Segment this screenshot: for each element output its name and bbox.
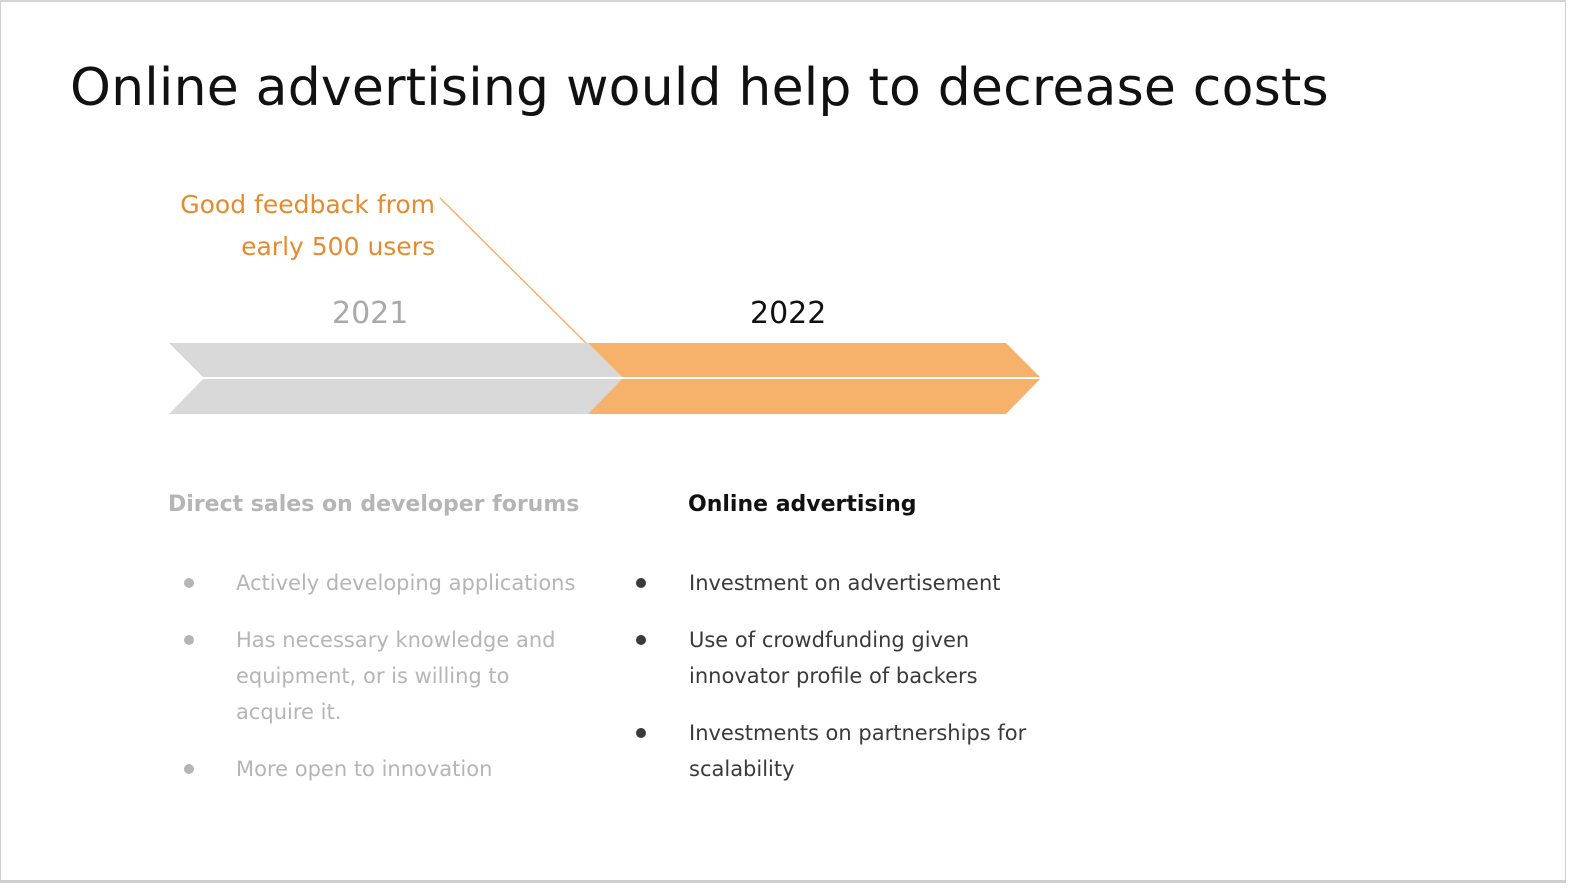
bullet-icon — [184, 764, 194, 774]
bullet-text: Has necessary knowledge and equipment, o… — [236, 628, 556, 724]
bullet-icon — [636, 728, 646, 738]
feedback-callout: Good feedback from early 500 users — [141, 184, 435, 268]
list-item: Actively developing applications — [181, 565, 581, 601]
year-label-2021: 2021 — [332, 296, 409, 331]
timeline-segment-2022 — [588, 343, 1041, 414]
bullet-icon — [636, 578, 646, 588]
slide-title: Online advertising would help to decreas… — [70, 58, 1329, 118]
timeline-segment-2021 — [169, 343, 623, 414]
callout-leader-line — [439, 197, 591, 348]
year-label-2022: 2022 — [750, 296, 827, 331]
list-item: Use of crowdfunding given innovator prof… — [633, 622, 1033, 694]
bullet-icon — [184, 635, 194, 645]
column-heading-direct-sales: Direct sales on developer forums — [168, 492, 580, 517]
bullet-text: Investment on advertisement — [689, 571, 1001, 595]
bullet-text: Actively developing applications — [236, 571, 576, 595]
bullet-text: More open to innovation — [236, 757, 493, 781]
bullet-text: Investments on partnerships for scalabil… — [689, 721, 1027, 781]
callout-line-1: Good feedback from — [180, 190, 435, 219]
callout-line-2: early 500 users — [241, 232, 435, 261]
online-advertising-bullet-list: Investment on advertisement Use of crowd… — [633, 565, 1033, 808]
list-item: Has necessary knowledge and equipment, o… — [181, 622, 581, 730]
list-item: Investments on partnerships for scalabil… — [633, 715, 1033, 787]
bullet-icon — [636, 635, 646, 645]
list-item: More open to innovation — [181, 751, 581, 787]
direct-sales-bullet-list: Actively developing applications Has nec… — [181, 565, 581, 808]
list-item: Investment on advertisement — [633, 565, 1033, 601]
bullet-icon — [184, 578, 194, 588]
column-heading-online-advertising: Online advertising — [688, 492, 917, 517]
slide: Online advertising would help to decreas… — [0, 0, 1566, 883]
bullet-text: Use of crowdfunding given innovator prof… — [689, 628, 978, 688]
